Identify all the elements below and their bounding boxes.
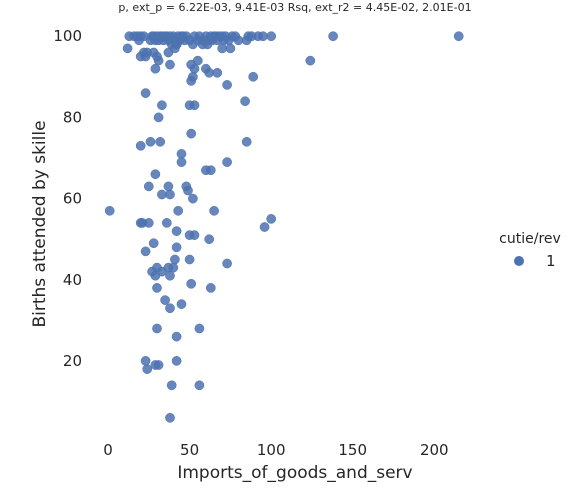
data-point [152,323,162,334]
x-axis-label: Imports_of_goods_and_serv [177,463,412,483]
data-point [143,181,154,192]
data-point [305,55,316,66]
data-point [171,242,182,253]
data-point [453,31,464,42]
y-tick-label: 100 [53,27,82,45]
data-point [259,222,270,232]
data-point [161,218,172,228]
data-point [217,43,228,54]
data-point [145,136,156,147]
data-point [183,185,193,196]
data-point [152,283,162,293]
data-point [225,43,236,54]
data-point [122,43,133,54]
data-point [328,31,338,42]
data-point [165,189,175,200]
data-point [157,189,167,200]
data-point [194,380,205,391]
data-point [188,71,198,82]
data-point [150,270,161,281]
data-point [197,39,208,50]
data-point [143,218,154,228]
data-point [153,360,164,370]
data-point [176,157,187,167]
y-tick-label: 20 [63,352,82,370]
data-point [205,165,216,176]
data-point [173,205,184,216]
y-axis-label: Births attended by skille [30,120,50,327]
data-point [233,35,244,46]
data-point [189,100,200,111]
data-point [204,67,215,78]
data-point [171,39,182,50]
data-point [166,380,177,391]
data-point [170,254,180,265]
data-point [212,67,223,78]
data-point [157,100,167,111]
data-point [168,262,179,273]
data-point [205,283,216,293]
data-point [171,356,182,366]
data-point [104,205,115,216]
y-tick-labels: 20 40 60 80 100 [53,27,82,370]
data-point [222,157,232,167]
y-tick-label: 80 [63,108,82,126]
x-tick-label: 200 [420,441,449,459]
data-point [176,149,187,159]
data-point [171,331,182,342]
data-point [266,31,277,42]
data-point [165,270,175,281]
data-point [222,80,232,90]
data-point [204,234,215,245]
data-point [176,299,187,309]
data-point [209,205,219,216]
legend-entry-label: 1 [546,252,556,270]
data-point [266,214,277,224]
data-point [192,55,203,66]
data-point [188,193,198,204]
data-point [155,136,166,147]
data-point [163,181,174,192]
x-tick-label: 100 [257,441,286,459]
data-point [171,226,182,236]
data-point [148,238,159,249]
data-point [165,59,175,70]
x-tick-label: 150 [338,441,367,459]
x-tick-labels: 0 50 100 150 200 [103,441,448,459]
data-point [222,258,232,269]
data-point [153,55,164,66]
data-point [189,230,200,240]
data-point [150,169,161,180]
chart-title: p, ext_p = 6.22E-03, 9.41E-03 Rsq, ext_r… [118,1,471,14]
data-point [165,303,175,314]
x-tick-label: 0 [103,441,113,459]
data-point [160,295,170,305]
data-point [240,96,250,107]
legend-marker [514,256,524,266]
y-tick-label: 40 [63,271,82,289]
data-point [248,71,259,82]
data-point [150,63,161,74]
data-point [241,136,252,147]
data-point [142,364,153,374]
data-point [186,128,197,139]
data-point [135,140,146,151]
data-point [258,31,268,42]
data-point [184,254,195,265]
data-point [140,88,151,98]
legend-title: cutie/rev [499,231,561,247]
data-point [189,63,200,74]
y-tick-label: 60 [63,190,82,208]
data-point [186,278,197,289]
data-point [194,323,205,334]
legend: cutie/rev 1 [499,231,561,270]
data-point [153,112,164,123]
x-tick-label: 50 [180,441,199,459]
data-point [140,246,151,257]
points-layer [104,31,464,423]
data-point [140,356,151,366]
data-point [165,412,175,423]
